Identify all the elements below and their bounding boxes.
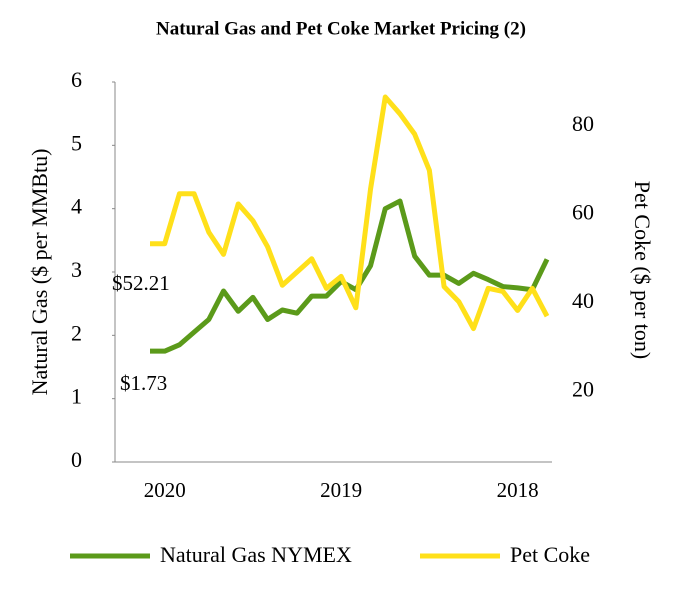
y2-axis-label: Pet Coke ($ per ton) [630, 181, 655, 359]
x-tick-label: 2018 [497, 478, 539, 502]
y2-tick-label: 20 [572, 376, 594, 401]
x-tick-label: 2020 [144, 478, 186, 502]
legend-label: Natural Gas NYMEX [160, 542, 352, 567]
annotation: $1.73 [120, 371, 167, 395]
y2-tick-label: 60 [572, 200, 594, 225]
x-tick-label: 2019 [320, 478, 362, 502]
y-tick-label: 3 [71, 257, 82, 282]
y-tick-label: 6 [71, 67, 82, 92]
y2-tick-label: 80 [572, 111, 594, 136]
legend-label: Pet Coke [510, 542, 590, 567]
y-tick-label: 2 [71, 320, 82, 345]
y2-tick-label: 40 [572, 288, 594, 313]
chart-title: Natural Gas and Pet Coke Market Pricing … [156, 18, 526, 39]
y-tick-label: 4 [71, 194, 82, 219]
series-line [150, 198, 550, 354]
y-tick-label: 5 [71, 130, 82, 155]
y-axis-label: Natural Gas ($ per MMBtu) [27, 149, 52, 396]
series-line [150, 94, 550, 332]
annotation: $52.21 [112, 271, 170, 295]
y-tick-label: 0 [71, 447, 82, 472]
y-tick-label: 1 [71, 384, 82, 409]
